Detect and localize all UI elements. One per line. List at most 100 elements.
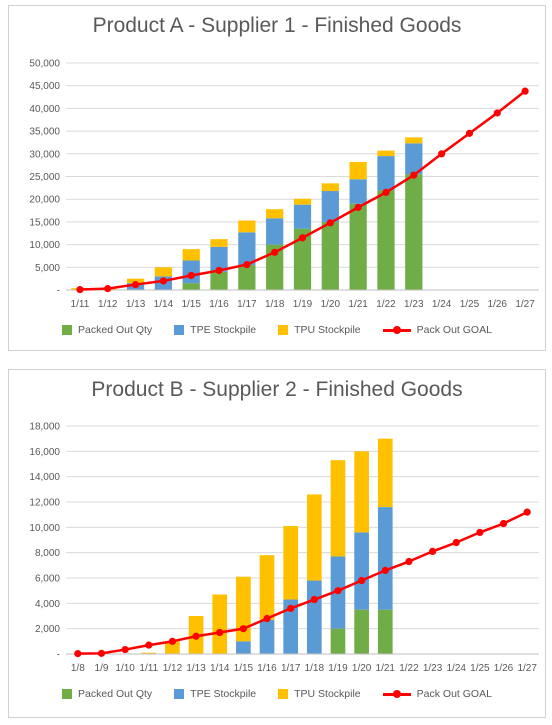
x-tick-label: 1/17: [281, 663, 301, 674]
bar-segment-tpu-stockpile: [330, 460, 346, 557]
x-tick-label: 1/16: [209, 299, 229, 310]
goal-point: [243, 260, 251, 269]
goal-point: [74, 650, 82, 658]
chart-title: Product B - Supplier 2 - Finished Goods: [91, 378, 463, 401]
bar-segment-packed-out-qty: [182, 283, 200, 290]
goal-point: [168, 637, 177, 645]
chart-plot-area: - 5,000 10,000 15,000 20,000 25,000 30,000 35,0…: [29, 59, 539, 310]
legend-label: Pack Out GOAL: [416, 324, 492, 336]
chart-panel-product-a: Product A - Supplier 1 - Finished Goods …: [8, 5, 546, 351]
goal-point: [159, 277, 167, 285]
bar-segment-tpu-stockpile: [283, 526, 299, 600]
bar-segment-tpe-stockpile: [236, 641, 251, 654]
chart-plot-area: - 2,000 4,000 6,000 8,000 10,000 12,000 14,000 1…: [29, 422, 539, 674]
legend-swatch-tpu: [278, 325, 289, 335]
bar-segment-tpe-stockpile: [266, 218, 284, 245]
goal-point: [263, 614, 271, 623]
bar-segment-packed-out-qty: [321, 221, 339, 290]
legend-swatch-goal: [382, 325, 411, 335]
y-tick-label: 10,000: [29, 523, 60, 534]
goal-point: [298, 234, 307, 242]
y-tick-label: 35,000: [29, 127, 60, 138]
goal-point: [121, 645, 129, 654]
x-tick-label: 1/18: [265, 299, 285, 310]
bar-segment-tpe-stockpile: [321, 191, 339, 222]
bar-segment-tpe-stockpile: [210, 246, 228, 272]
legend-label: TPU Stockpile: [294, 324, 361, 336]
legend-label: TPU Stockpile: [294, 688, 361, 700]
bar-segment-tpu-stockpile: [405, 137, 423, 144]
x-tick-label: 1/20: [321, 299, 341, 310]
goal-point: [358, 576, 366, 585]
x-tick-label: 1/14: [154, 299, 174, 310]
bar-segment-packed-out-qty: [377, 609, 393, 654]
x-tick-label: 1/22: [399, 663, 419, 674]
goal-point: [410, 171, 418, 179]
bar-segment-packed-out-qty: [354, 609, 369, 654]
x-tick-label: 1/25: [460, 299, 480, 310]
goal-point: [104, 285, 112, 293]
y-tick-label: -: [57, 286, 60, 297]
bar-segment-tpu-stockpile: [259, 555, 275, 620]
goal-point: [438, 150, 446, 158]
x-tick-label: 1/13: [186, 663, 206, 674]
x-tick-label: 1/8: [71, 663, 85, 674]
goal-point: [76, 285, 84, 294]
x-tick-label: 1/15: [234, 663, 254, 674]
goal-point: [521, 87, 529, 95]
bar-segment-tpu-stockpile: [354, 451, 369, 533]
x-tick-label: 1/19: [293, 299, 313, 310]
goal-line: [77, 511, 528, 655]
y-tick-label: 6,000: [35, 574, 60, 585]
bar-segment-tpu-stockpile: [141, 652, 157, 654]
x-tick-label: 1/22: [376, 299, 396, 310]
chart-title: Product A - Supplier 1 - Finished Goods: [92, 14, 462, 37]
y-tick-label: -: [57, 650, 60, 661]
y-tick-label: 30,000: [29, 149, 60, 160]
legend-item-goal: Pack Out GOAL: [382, 324, 492, 336]
bar-segment-tpu-stockpile: [377, 150, 395, 157]
goal-point: [493, 109, 501, 117]
x-tick-label: 1/25: [470, 663, 490, 674]
x-tick-label: 1/23: [423, 663, 443, 674]
bar-segment-tpe-stockpile: [349, 179, 367, 204]
y-tick-label: 45,000: [29, 81, 60, 92]
bar-segment-packed-out-qty: [405, 174, 423, 290]
goal-point: [334, 587, 342, 595]
legend-label: Packed Out Qty: [78, 324, 153, 336]
legend-item-packed: Packed Out Qty: [62, 324, 152, 336]
y-tick-label: 16,000: [29, 447, 60, 458]
bar-segment-tpu-stockpile: [154, 267, 173, 277]
legend-item-tpu: TPU Stockpile: [278, 688, 361, 700]
y-tick-label: 2,000: [35, 624, 60, 635]
x-tick-label: 1/23: [404, 299, 424, 310]
goal-point: [187, 271, 195, 280]
goal-point: [131, 280, 140, 289]
x-tick-label: 1/18: [305, 663, 325, 674]
bar-segment-tpe-stockpile: [293, 204, 312, 229]
x-tick-label: 1/26: [494, 663, 514, 674]
goal-point: [452, 538, 460, 547]
x-tick-label: 1/9: [95, 663, 109, 674]
bar-segment-tpu-stockpile: [377, 438, 393, 508]
goal-point: [271, 248, 279, 256]
goal-point: [192, 632, 200, 640]
goal-point: [239, 625, 247, 633]
y-tick-label: 8,000: [35, 548, 60, 559]
goal-point: [145, 641, 153, 649]
bar-segment-packed-out-qty: [349, 203, 367, 290]
legend-item-tpu: TPU Stockpile: [278, 324, 361, 336]
legend-swatch-goal: [382, 689, 411, 699]
legend-swatch-tpu: [278, 689, 289, 699]
legend-swatch-packed: [62, 689, 73, 699]
bar-segment-tpe-stockpile: [182, 260, 200, 284]
legend-item-tpe: TPE Stockpile: [174, 324, 256, 336]
bar-segment-packed-out-qty: [377, 190, 395, 290]
bar-segment-tpu-stockpile: [349, 161, 367, 180]
y-tick-label: 4,000: [35, 599, 60, 610]
bar-segment-packed-out-qty: [330, 628, 346, 654]
bar-segment-tpu-stockpile: [266, 209, 284, 219]
x-tick-label: 1/11: [71, 299, 90, 310]
bar-segment-packed-out-qty: [210, 271, 228, 290]
bar-segment-tpu-stockpile: [293, 198, 312, 205]
